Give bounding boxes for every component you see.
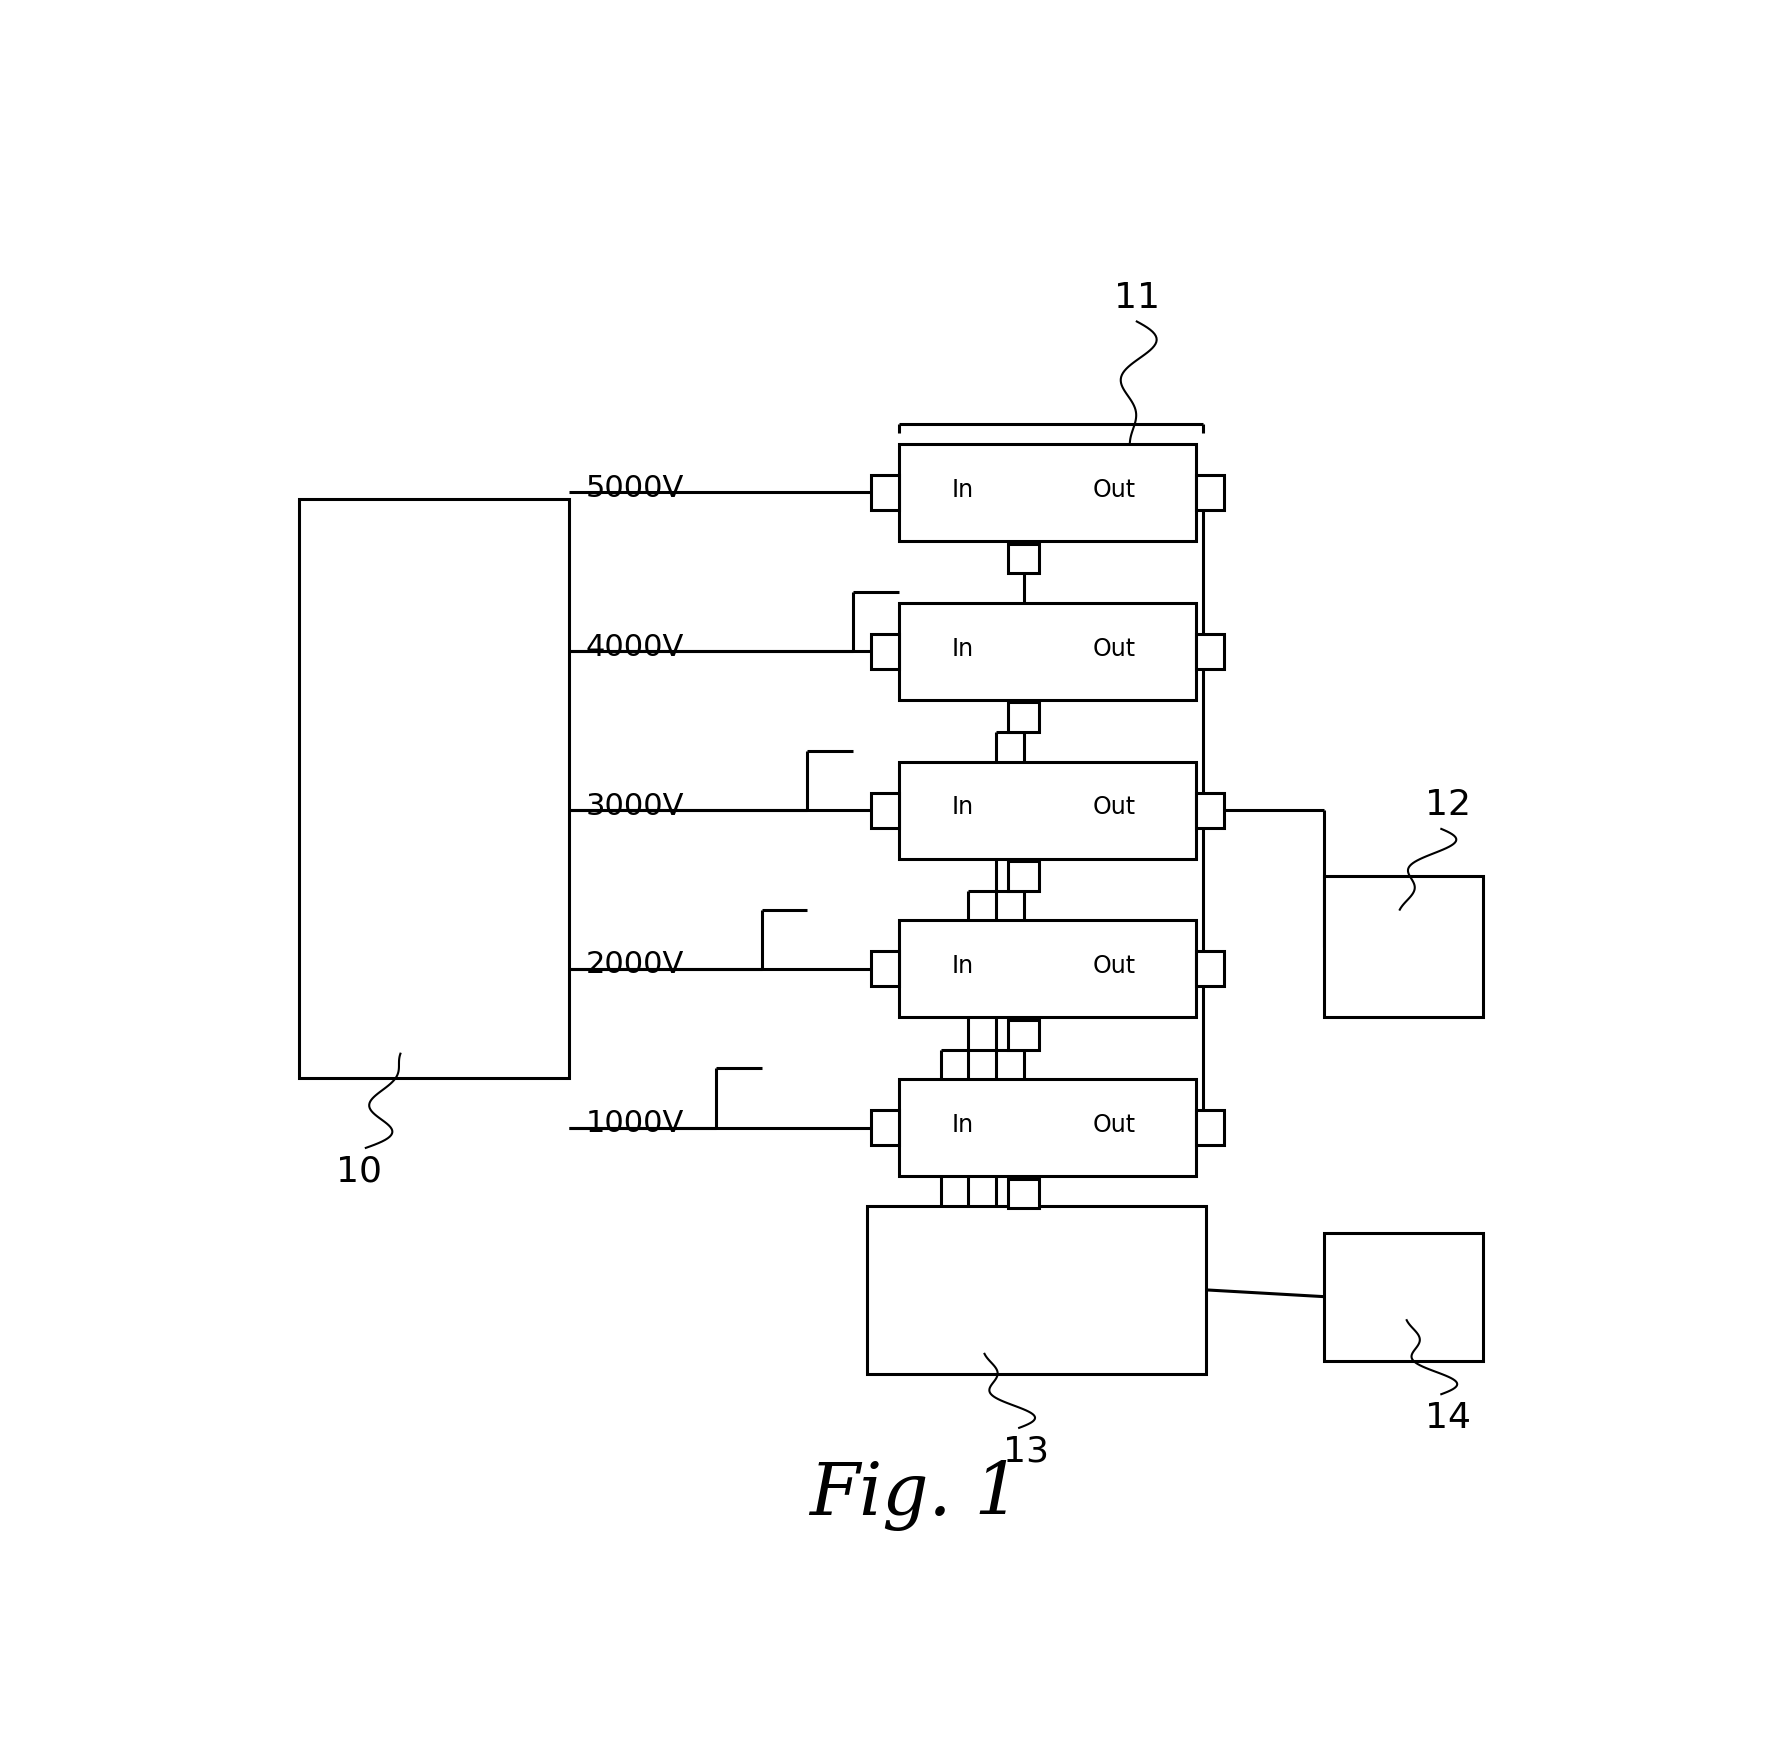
Text: 1000V: 1000V [586, 1110, 684, 1138]
Bar [872, 475, 898, 510]
Bar [1009, 703, 1039, 732]
Text: Fig. 1: Fig. 1 [809, 1460, 1022, 1531]
Text: 2000V: 2000V [586, 951, 684, 979]
Bar [1197, 1110, 1223, 1145]
Bar [1197, 475, 1223, 510]
Text: In: In [952, 636, 973, 661]
Bar [898, 444, 1197, 540]
Bar [872, 792, 898, 827]
Text: Out: Out [1093, 795, 1136, 820]
Bar [898, 921, 1197, 1017]
Bar [872, 635, 898, 669]
Text: In: In [952, 954, 973, 979]
Bar [1323, 1232, 1482, 1360]
Text: 14: 14 [1425, 1400, 1472, 1435]
Text: 3000V: 3000V [586, 792, 684, 820]
Bar [1009, 1021, 1039, 1049]
Bar [1009, 1178, 1039, 1208]
Bar [1323, 876, 1482, 1017]
Bar [898, 1079, 1197, 1176]
Bar [866, 1206, 1206, 1374]
Bar [872, 951, 898, 986]
Text: In: In [952, 1113, 973, 1136]
Text: 4000V: 4000V [586, 633, 684, 662]
Bar [1009, 544, 1039, 573]
Text: In: In [952, 477, 973, 502]
Bar [1197, 792, 1223, 827]
Bar [1009, 862, 1039, 891]
Text: Out: Out [1093, 477, 1136, 502]
Text: In: In [952, 795, 973, 820]
Bar [898, 603, 1197, 699]
Bar [1197, 635, 1223, 669]
Text: 12: 12 [1425, 788, 1472, 822]
Bar [300, 500, 570, 1079]
Text: 10: 10 [336, 1155, 382, 1189]
Bar [1197, 951, 1223, 986]
Text: 11: 11 [1114, 281, 1159, 315]
Text: Out: Out [1093, 636, 1136, 661]
Text: Out: Out [1093, 954, 1136, 979]
Text: Out: Out [1093, 1113, 1136, 1136]
Text: 13: 13 [1004, 1435, 1048, 1468]
Bar [872, 1110, 898, 1145]
Text: 5000V: 5000V [586, 474, 684, 503]
Bar [898, 762, 1197, 858]
